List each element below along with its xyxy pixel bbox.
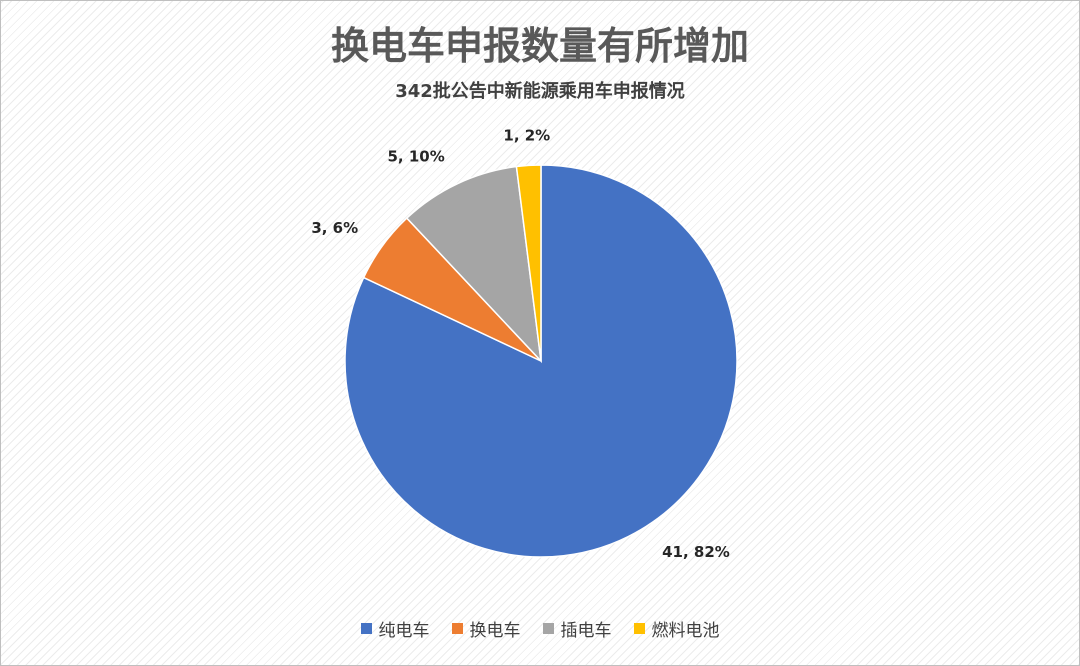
pie-slice-fuelcell [515,164,542,362]
legend-item-swap: 换电车 [451,616,521,641]
chart-subtitle: 342批公告中新能源乘用车申报情况 [395,81,685,102]
pie-slice-phev [405,165,543,364]
chart-title: 换电车申报数量有所增加 [330,24,749,68]
chart-legend: 纯电车 换电车 插电车 燃料电池 [1,616,1079,641]
legend-label-phev: 插电车 [560,621,612,641]
legend-label-bev: 纯电车 [378,621,430,641]
legend-swatch-bev [360,623,372,634]
legend-label-fuelcell: 燃料电池 [651,621,720,641]
legend-swatch-phev [542,623,554,634]
legend-item-phev: 插电车 [542,616,612,641]
legend-label-swap: 换电车 [469,621,521,641]
data-label-swap: 3, 6% [311,219,358,237]
data-label-fuelcell: 1, 2% [503,126,550,144]
data-label-phev: 5, 10% [388,148,445,166]
legend-item-fuelcell: 燃料电池 [633,616,720,641]
data-label-bev: 41, 82% [662,543,730,561]
legend-swatch-swap [451,623,463,634]
legend-swatch-fuelcell [633,623,645,634]
legend-item-bev: 纯电车 [360,616,430,641]
